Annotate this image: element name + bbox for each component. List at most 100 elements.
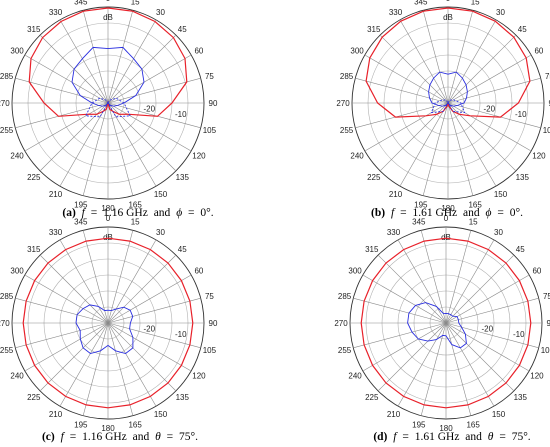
grid-spoke <box>420 230 447 324</box>
angle-tick-label: 45 <box>178 25 187 34</box>
unit-label: dB <box>441 233 451 242</box>
grid-spoke <box>447 77 541 104</box>
angle-tick-label: 270 <box>336 99 350 108</box>
angle-tick-label: 60 <box>194 47 203 56</box>
grid-spoke <box>107 297 201 324</box>
polar-chart-a: 0 15 30 45 60 75 90 105 120 135 150 165 180 195 210 225… <box>0 0 218 213</box>
grid-spoke <box>445 274 530 324</box>
grid-spoke <box>107 102 192 152</box>
radial-tick-label: -10 <box>513 330 525 339</box>
angle-tick-label: 255 <box>0 346 14 355</box>
angle-tick-label: 225 <box>367 173 381 182</box>
caption-var1: f <box>82 207 87 219</box>
angle-tick-label: 120 <box>530 372 544 381</box>
angle-tick-label: 195 <box>414 200 428 209</box>
grid-spoke <box>364 102 449 152</box>
angle-tick-label: 90 <box>547 319 550 328</box>
grid-spoke <box>447 102 532 152</box>
radial-tick-label: -10 <box>175 110 187 119</box>
angle-tick-label: 240 <box>10 372 24 381</box>
angle-tick-label: 120 <box>192 152 206 161</box>
caption-period: . <box>195 431 198 443</box>
angle-tick-label: 195 <box>74 420 88 429</box>
grid-spoke <box>107 54 192 104</box>
angle-tick-label: 315 <box>365 245 379 254</box>
angle-tick-label: 0 <box>106 214 111 223</box>
angle-tick-label: 285 <box>338 292 352 301</box>
grid-spoke <box>24 322 109 372</box>
grid-spoke <box>107 230 134 324</box>
caption-equals: = <box>402 431 409 443</box>
angle-tick-label: 195 <box>412 420 426 429</box>
angle-tick-label: 30 <box>156 228 165 237</box>
caption-equals: = <box>400 207 407 219</box>
angle-tick-label: 300 <box>10 267 24 276</box>
angle-tick-label: 180 <box>441 204 455 213</box>
angle-tick-label: 300 <box>10 47 24 56</box>
caption-equals: = <box>188 207 195 219</box>
caption-label: (b) <box>371 207 385 219</box>
caption-equals: = <box>499 431 506 443</box>
grid-spoke <box>445 254 515 324</box>
angle-tick-label: 60 <box>532 267 541 276</box>
angle-tick-label: 270 <box>0 319 10 328</box>
grid-spoke <box>107 322 157 407</box>
angle-tick-label: 285 <box>0 292 14 301</box>
grid-spoke <box>445 239 495 324</box>
grid-spoke <box>82 230 109 324</box>
grid-spoke <box>445 322 530 372</box>
grid-spoke <box>59 322 109 407</box>
grid-spoke <box>447 19 497 104</box>
grid-spoke <box>107 274 192 324</box>
grid-spoke <box>445 322 472 416</box>
angle-tick-label: 165 <box>466 420 480 429</box>
grid-spoke <box>24 102 109 152</box>
angle-tick-label: 345 <box>74 218 88 227</box>
angle-tick-label: 180 <box>439 424 453 433</box>
angle-tick-label: 240 <box>350 152 364 161</box>
angle-tick-label: 330 <box>387 228 401 237</box>
angle-tick-label: 210 <box>49 410 63 419</box>
angle-tick-label: 75 <box>545 72 550 81</box>
grid-spoke <box>107 254 177 324</box>
grid-spoke <box>445 322 515 392</box>
grid-spoke <box>15 297 109 324</box>
angle-tick-label: 150 <box>154 190 168 199</box>
angle-tick-label: 60 <box>194 267 203 276</box>
angle-tick-label: 330 <box>49 8 63 17</box>
unit-label: dB <box>443 13 453 22</box>
angle-tick-label: 0 <box>444 214 449 223</box>
grid-spoke <box>107 322 134 416</box>
caption-equals: = <box>70 431 77 443</box>
grid-spoke <box>355 102 449 129</box>
angle-tick-label: 345 <box>74 0 88 7</box>
caption-and: and <box>133 431 150 443</box>
grid-spoke <box>15 102 109 129</box>
angle-tick-label: 270 <box>334 319 348 328</box>
angle-tick-label: 60 <box>534 47 543 56</box>
caption-angle: 75° <box>512 431 529 443</box>
caption-var1: f <box>393 431 398 443</box>
caption-and: and <box>463 207 480 219</box>
angle-tick-label: 45 <box>178 245 187 254</box>
grid-spoke <box>399 102 449 187</box>
grid-spoke <box>399 19 449 104</box>
angle-tick-label: 105 <box>543 126 550 135</box>
caption-period: . <box>520 207 523 219</box>
angle-tick-label: 75 <box>205 72 214 81</box>
angle-tick-label: 300 <box>348 267 362 276</box>
caption-var1: f <box>61 431 66 443</box>
angle-tick-label: 45 <box>518 25 527 34</box>
grid-spoke <box>107 322 201 349</box>
angle-tick-label: 255 <box>340 126 354 135</box>
angle-tick-label: 75 <box>205 292 214 301</box>
grid-spoke <box>107 322 192 372</box>
grid-spoke <box>59 239 109 324</box>
unit-label: dB <box>103 233 113 242</box>
grid-spoke <box>397 239 447 324</box>
angle-tick-label: 15 <box>131 0 140 7</box>
caption-angle: 0° <box>510 207 521 219</box>
grid-spoke <box>59 19 109 104</box>
angle-tick-label: 150 <box>154 410 168 419</box>
grid-spoke <box>24 54 109 104</box>
